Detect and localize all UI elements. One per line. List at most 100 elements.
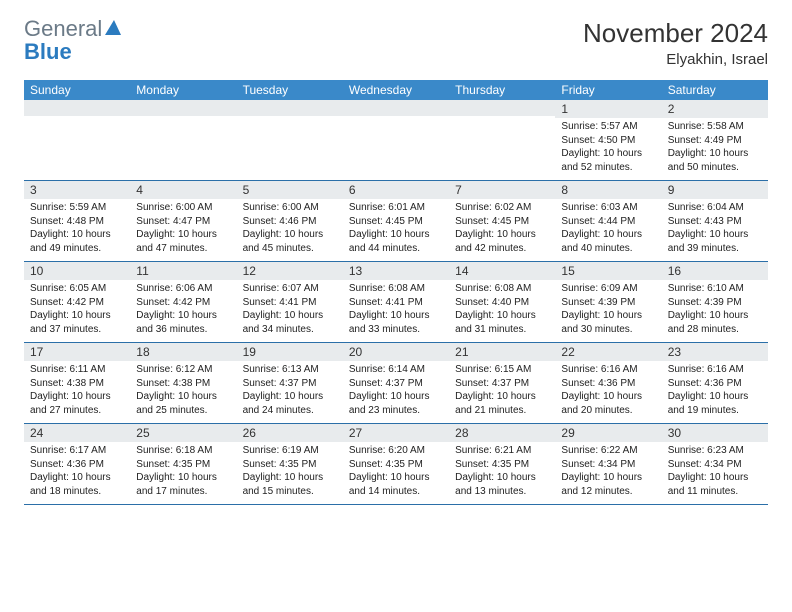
calendar-cell: 29Sunrise: 6:22 AMSunset: 4:34 PMDayligh… (555, 424, 661, 504)
day-header: Saturday (662, 80, 768, 100)
week-row: 3Sunrise: 5:59 AMSunset: 4:48 PMDaylight… (24, 181, 768, 262)
day-number: 7 (449, 181, 555, 199)
cell-body: Sunrise: 6:16 AMSunset: 4:36 PMDaylight:… (662, 361, 768, 423)
week-row: 1Sunrise: 5:57 AMSunset: 4:50 PMDaylight… (24, 100, 768, 181)
calendar-cell (24, 100, 130, 180)
cell-body: Sunrise: 5:57 AMSunset: 4:50 PMDaylight:… (555, 118, 661, 180)
calendar-cell: 5Sunrise: 6:00 AMSunset: 4:46 PMDaylight… (237, 181, 343, 261)
calendar-cell: 28Sunrise: 6:21 AMSunset: 4:35 PMDayligh… (449, 424, 555, 504)
cell-body: Sunrise: 6:02 AMSunset: 4:45 PMDaylight:… (449, 199, 555, 261)
calendar-cell: 22Sunrise: 6:16 AMSunset: 4:36 PMDayligh… (555, 343, 661, 423)
cell-body: Sunrise: 6:12 AMSunset: 4:38 PMDaylight:… (130, 361, 236, 423)
cell-body: Sunrise: 6:20 AMSunset: 4:35 PMDaylight:… (343, 442, 449, 504)
calendar-cell: 16Sunrise: 6:10 AMSunset: 4:39 PMDayligh… (662, 262, 768, 342)
day-number: 29 (555, 424, 661, 442)
day-number: 3 (24, 181, 130, 199)
calendar-cell: 4Sunrise: 6:00 AMSunset: 4:47 PMDaylight… (130, 181, 236, 261)
calendar-cell (237, 100, 343, 180)
cell-body: Sunrise: 6:05 AMSunset: 4:42 PMDaylight:… (24, 280, 130, 342)
logo-text-general: General (24, 16, 102, 41)
day-number: 18 (130, 343, 236, 361)
cell-body: Sunrise: 6:06 AMSunset: 4:42 PMDaylight:… (130, 280, 236, 342)
calendar-cell: 8Sunrise: 6:03 AMSunset: 4:44 PMDaylight… (555, 181, 661, 261)
day-number: 19 (237, 343, 343, 361)
cell-body: Sunrise: 5:58 AMSunset: 4:49 PMDaylight:… (662, 118, 768, 180)
cell-body: Sunrise: 6:22 AMSunset: 4:34 PMDaylight:… (555, 442, 661, 504)
day-number (130, 100, 236, 116)
day-number: 2 (662, 100, 768, 118)
day-number: 23 (662, 343, 768, 361)
calendar-cell: 13Sunrise: 6:08 AMSunset: 4:41 PMDayligh… (343, 262, 449, 342)
day-number: 21 (449, 343, 555, 361)
day-number: 4 (130, 181, 236, 199)
cell-body: Sunrise: 6:10 AMSunset: 4:39 PMDaylight:… (662, 280, 768, 342)
cell-body: Sunrise: 6:15 AMSunset: 4:37 PMDaylight:… (449, 361, 555, 423)
calendar-cell: 9Sunrise: 6:04 AMSunset: 4:43 PMDaylight… (662, 181, 768, 261)
day-number: 9 (662, 181, 768, 199)
day-number: 5 (237, 181, 343, 199)
calendar-cell: 20Sunrise: 6:14 AMSunset: 4:37 PMDayligh… (343, 343, 449, 423)
day-number: 12 (237, 262, 343, 280)
calendar-cell: 30Sunrise: 6:23 AMSunset: 4:34 PMDayligh… (662, 424, 768, 504)
calendar-cell (449, 100, 555, 180)
calendar-cell: 11Sunrise: 6:06 AMSunset: 4:42 PMDayligh… (130, 262, 236, 342)
day-number: 8 (555, 181, 661, 199)
calendar-cell: 26Sunrise: 6:19 AMSunset: 4:35 PMDayligh… (237, 424, 343, 504)
cell-body: Sunrise: 6:08 AMSunset: 4:40 PMDaylight:… (449, 280, 555, 342)
cell-body: Sunrise: 6:00 AMSunset: 4:47 PMDaylight:… (130, 199, 236, 261)
calendar-cell: 23Sunrise: 6:16 AMSunset: 4:36 PMDayligh… (662, 343, 768, 423)
calendar-cell: 12Sunrise: 6:07 AMSunset: 4:41 PMDayligh… (237, 262, 343, 342)
day-number: 20 (343, 343, 449, 361)
week-row: 17Sunrise: 6:11 AMSunset: 4:38 PMDayligh… (24, 343, 768, 424)
cell-body: Sunrise: 6:03 AMSunset: 4:44 PMDaylight:… (555, 199, 661, 261)
calendar-cell: 7Sunrise: 6:02 AMSunset: 4:45 PMDaylight… (449, 181, 555, 261)
calendar-cell: 10Sunrise: 6:05 AMSunset: 4:42 PMDayligh… (24, 262, 130, 342)
day-number (24, 100, 130, 116)
day-number: 27 (343, 424, 449, 442)
title-block: November 2024 Elyakhin, Israel (583, 18, 768, 68)
cell-body: Sunrise: 6:04 AMSunset: 4:43 PMDaylight:… (662, 199, 768, 261)
day-headers: SundayMondayTuesdayWednesdayThursdayFrid… (24, 80, 768, 100)
cell-body: Sunrise: 6:08 AMSunset: 4:41 PMDaylight:… (343, 280, 449, 342)
cell-body: Sunrise: 6:19 AMSunset: 4:35 PMDaylight:… (237, 442, 343, 504)
calendar-cell: 25Sunrise: 6:18 AMSunset: 4:35 PMDayligh… (130, 424, 236, 504)
calendar-cell: 19Sunrise: 6:13 AMSunset: 4:37 PMDayligh… (237, 343, 343, 423)
day-number: 16 (662, 262, 768, 280)
day-number: 1 (555, 100, 661, 118)
day-number: 24 (24, 424, 130, 442)
location-label: Elyakhin, Israel (583, 51, 768, 68)
calendar-cell: 18Sunrise: 6:12 AMSunset: 4:38 PMDayligh… (130, 343, 236, 423)
day-number: 11 (130, 262, 236, 280)
day-header: Friday (555, 80, 661, 100)
day-number (237, 100, 343, 116)
day-number: 25 (130, 424, 236, 442)
page-title: November 2024 (583, 18, 768, 49)
cell-body: Sunrise: 6:16 AMSunset: 4:36 PMDaylight:… (555, 361, 661, 423)
day-number (449, 100, 555, 116)
day-number: 28 (449, 424, 555, 442)
day-number: 13 (343, 262, 449, 280)
cell-body: Sunrise: 5:59 AMSunset: 4:48 PMDaylight:… (24, 199, 130, 261)
cell-body: Sunrise: 6:00 AMSunset: 4:46 PMDaylight:… (237, 199, 343, 261)
cell-body: Sunrise: 6:01 AMSunset: 4:45 PMDaylight:… (343, 199, 449, 261)
cell-body: Sunrise: 6:09 AMSunset: 4:39 PMDaylight:… (555, 280, 661, 342)
calendar-cell: 15Sunrise: 6:09 AMSunset: 4:39 PMDayligh… (555, 262, 661, 342)
day-number: 6 (343, 181, 449, 199)
day-header: Tuesday (237, 80, 343, 100)
sail-icon (104, 18, 122, 36)
day-number: 15 (555, 262, 661, 280)
day-header: Sunday (24, 80, 130, 100)
cell-body: Sunrise: 6:07 AMSunset: 4:41 PMDaylight:… (237, 280, 343, 342)
cell-body: Sunrise: 6:14 AMSunset: 4:37 PMDaylight:… (343, 361, 449, 423)
calendar-cell: 24Sunrise: 6:17 AMSunset: 4:36 PMDayligh… (24, 424, 130, 504)
calendar-cell: 21Sunrise: 6:15 AMSunset: 4:37 PMDayligh… (449, 343, 555, 423)
day-number: 10 (24, 262, 130, 280)
calendar: SundayMondayTuesdayWednesdayThursdayFrid… (24, 80, 768, 505)
day-header: Monday (130, 80, 236, 100)
calendar-cell: 1Sunrise: 5:57 AMSunset: 4:50 PMDaylight… (555, 100, 661, 180)
calendar-cell (130, 100, 236, 180)
day-number: 22 (555, 343, 661, 361)
logo-text-blue: Blue (24, 39, 72, 64)
calendar-cell: 27Sunrise: 6:20 AMSunset: 4:35 PMDayligh… (343, 424, 449, 504)
day-number (343, 100, 449, 116)
